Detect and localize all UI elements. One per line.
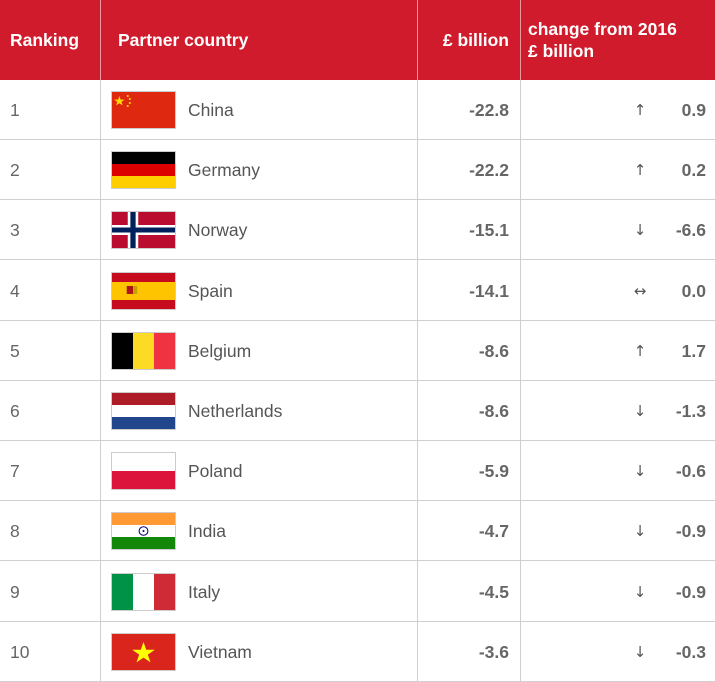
ranking-cell: 1 [10,100,20,120]
value-cell: -14.1 [469,280,509,301]
table-header: Ranking Partner country £ billion change… [0,0,715,80]
table-row: 7 Poland -5.9 ↓ -0.6 [0,441,715,502]
poland-flag-icon [111,452,176,491]
trend-arrow-icon: ↑ [633,161,647,180]
change-cell: 0.9 [681,100,706,120]
header-partner-country: Partner country [118,29,249,50]
country-cell: India [188,521,226,542]
value-cell: -8.6 [478,401,509,421]
header-divider [100,0,101,80]
country-cell: Netherlands [188,401,283,421]
value-cell: -5.9 [478,461,509,482]
change-cell: -0.9 [675,521,706,542]
trend-arrow-icon: ↔ [633,281,647,300]
norway-flag-icon [111,211,176,250]
trend-arrow-icon: ↑ [633,341,647,360]
country-cell: Spain [188,280,233,301]
column-divider [520,80,521,682]
trend-arrow-icon: ↓ [633,582,647,601]
ranking-cell: 6 [10,401,20,421]
ranking-cell: 9 [10,581,20,602]
ranking-cell: 7 [10,461,20,482]
trend-arrow-icon: ↓ [633,402,647,420]
header-ranking: Ranking [10,29,80,50]
country-cell: Belgium [188,340,252,361]
germany-flag-icon [111,151,176,190]
ranking-cell: 10 [10,641,30,662]
india-flag-icon [111,512,176,551]
country-cell: Germany [188,160,260,181]
table-row: 6 Netherlands -8.6 ↓ -1.3 [0,381,715,441]
country-cell: Italy [188,581,221,602]
value-cell: -4.7 [478,521,509,542]
table-row: 8 India -4.7 ↓ -0.9 [0,501,715,562]
country-cell: China [188,100,234,120]
value-cell: -8.6 [478,340,509,361]
table-row: 10 Vietnam -3.6 ↓ -0.3 [0,622,715,682]
change-cell: -0.9 [675,581,706,602]
ranking-cell: 3 [10,220,20,241]
change-cell: -6.6 [675,220,706,241]
spain-flag-icon [111,271,176,310]
ranking-cell: 5 [10,340,20,361]
country-cell: Vietnam [188,641,252,662]
table-row: 5 Belgium -8.6 ↑ 1.7 [0,321,715,381]
trend-arrow-icon: ↓ [633,642,647,661]
header-change-line1: change from 2016 [528,19,677,39]
china-flag-icon [111,91,176,129]
change-cell: -0.3 [675,641,706,662]
change-cell: 0.2 [681,160,706,181]
column-divider [417,80,418,682]
header-change-line2: £ billion [528,41,595,61]
trend-arrow-icon: ↓ [633,221,647,240]
value-cell: -4.5 [478,581,509,602]
trend-arrow-icon: ↓ [633,462,647,481]
header-divider [417,0,418,80]
ranking-cell: 4 [10,280,20,301]
trend-arrow-icon: ↓ [633,522,647,541]
table-row: 4 Spain -14.1 ↔ 0.0 [0,261,715,321]
table-row: 9 Italy -4.5 ↓ -0.9 [0,562,715,622]
netherlands-flag-icon [111,392,176,430]
ranking-cell: 8 [10,521,20,542]
header-divider [520,0,521,80]
header-value: £ billion [442,29,509,50]
value-cell: -15.1 [469,220,509,241]
value-cell: -3.6 [478,641,509,662]
change-cell: 1.7 [681,340,706,361]
change-cell: -1.3 [675,401,706,421]
ranking-cell: 2 [10,160,20,181]
trend-arrow-icon: ↑ [633,101,647,119]
header-change: change from 2016 £ billion [528,0,708,80]
table-row: 1 China -22.8 ↑ 0.9 [0,80,715,140]
value-cell: -22.2 [469,160,509,181]
change-cell: -0.6 [675,461,706,482]
column-divider [100,80,101,682]
country-cell: Poland [188,461,243,482]
country-cell: Norway [188,220,248,241]
belgium-flag-icon [111,331,176,370]
value-cell: -22.8 [469,100,509,120]
italy-flag-icon [111,572,176,611]
table-row: 2 Germany -22.2 ↑ 0.2 [0,140,715,201]
vietnam-flag-icon [111,632,176,671]
table-row: 3 Norway -15.1 ↓ -6.6 [0,200,715,261]
change-cell: 0.0 [681,280,706,301]
